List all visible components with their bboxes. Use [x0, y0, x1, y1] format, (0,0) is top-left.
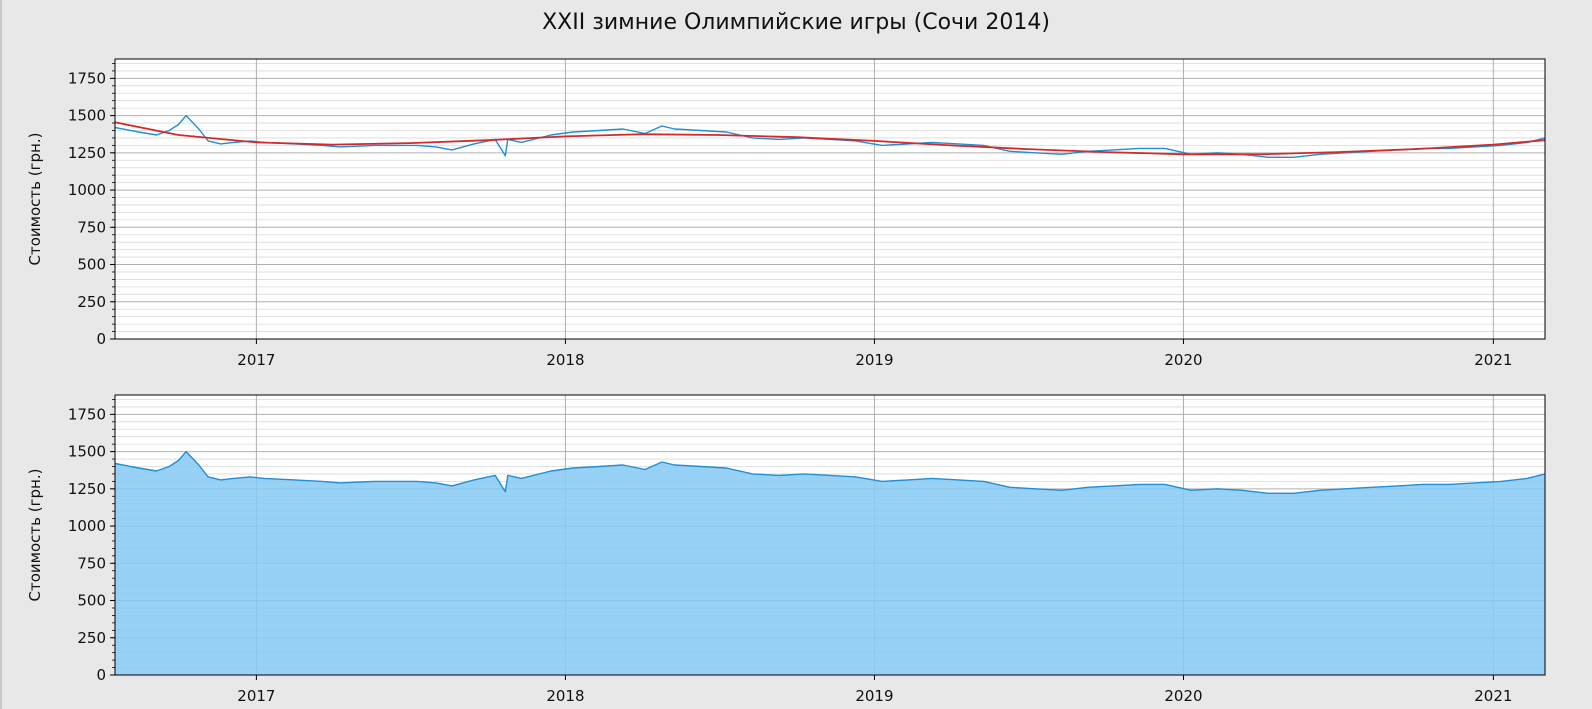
plot-area: [115, 59, 1545, 339]
chart-panel-1: 0 250 500 750 1000 1250 1500 1750 2017 2018 2019 20…: [26, 58, 1546, 369]
plot-frame: [114, 58, 1546, 340]
y-tick-label: 1750: [68, 405, 106, 423]
x-tick-label: 2018: [546, 687, 584, 705]
y-tick-label: 1750: [68, 69, 106, 87]
x-tick-label: 2020: [1164, 351, 1202, 369]
y-tick-label: 0: [96, 330, 106, 348]
chart-title: XXII зимние Олимпийские игры (Сочи 2014): [542, 10, 1050, 35]
x-tick-label: 2021: [1474, 351, 1512, 369]
y-tick-label: 1250: [68, 480, 106, 498]
y-tick-label: 250: [77, 293, 106, 311]
chart-panel-2: 0 250 500 750 1000 1250 1500 1750 2017 2018 2019 20…: [26, 394, 1546, 705]
y-tick-label: 500: [77, 592, 106, 610]
price-area-fill: [115, 451, 1545, 675]
price-line: [114, 450, 1546, 494]
x-tick-label: 2020: [1164, 687, 1202, 705]
y-axis-label: Стоимость (грн.): [26, 133, 44, 266]
x-tick-label: 2019: [855, 687, 893, 705]
y-tick-label: 250: [77, 629, 106, 647]
y-tick-label: 1000: [68, 517, 106, 535]
y-tick-label: 500: [77, 256, 106, 274]
trend-line: [114, 121, 1546, 156]
y-tick-label: 1500: [68, 443, 106, 461]
y-tick-label: 1500: [68, 107, 106, 125]
x-tick-label: 2019: [855, 351, 893, 369]
x-tick-label: 2021: [1474, 687, 1512, 705]
x-tick-label: 2018: [546, 351, 584, 369]
y-axis-label: Стоимость (грн.): [26, 469, 44, 602]
y-tick-label: 750: [77, 554, 106, 572]
y-tick-label: 750: [77, 218, 106, 236]
y-tick-label: 0: [96, 666, 106, 684]
window-edge: [0, 0, 2, 709]
plot-frame: [114, 394, 1546, 676]
y-tick-label: 1250: [68, 144, 106, 162]
x-tick-label: 2017: [237, 351, 275, 369]
y-tick-label: 1000: [68, 181, 106, 199]
x-tick-label: 2017: [237, 687, 275, 705]
